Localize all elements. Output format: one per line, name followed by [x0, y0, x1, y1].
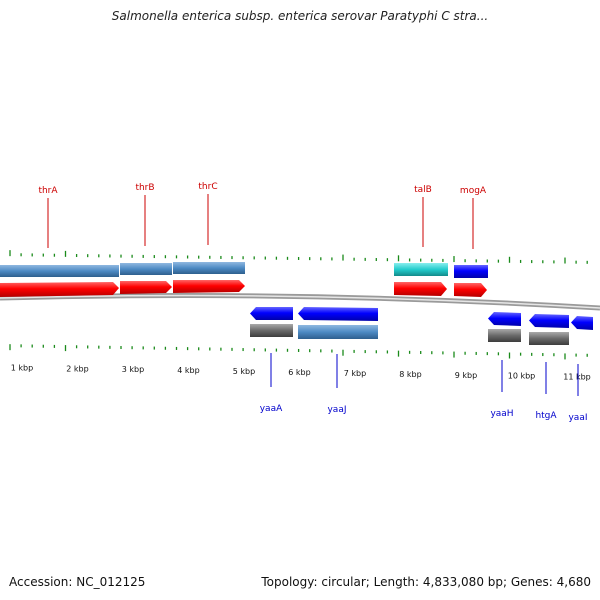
gene-label-thrB[interactable]: thrB [135, 183, 154, 193]
scale-label: 8 kbp [399, 370, 421, 379]
gene-track-mogA[interactable] [454, 265, 488, 278]
forward-gene-track [0, 262, 488, 278]
gene-label-yaaA[interactable]: yaaA [260, 404, 283, 414]
cds-arrow-htgA[interactable] [529, 314, 569, 328]
backbone-outer [0, 293, 600, 311]
scale-label: 5 kbp [233, 367, 255, 376]
scale-label: 7 kbp [344, 369, 366, 378]
gene-track-yaaA[interactable] [250, 324, 293, 337]
gene-label-htgA[interactable]: htgA [535, 411, 557, 421]
gene-labels-reverse: yaaA yaaJ yaaH htgA yaaI [260, 353, 588, 423]
gene-track-htgA[interactable] [529, 332, 569, 345]
gene-label-talB[interactable]: talB [414, 185, 432, 195]
scale-label: 11 kbp [563, 373, 591, 382]
gene-labels-forward: thrA thrB thrC talB mogA [38, 182, 487, 249]
scale-label: 9 kbp [455, 371, 477, 380]
topology-summary: Topology: circular; Length: 4,833,080 bp… [261, 575, 591, 589]
gene-label-thrC[interactable]: thrC [198, 182, 217, 192]
cds-arrow-yaaJ[interactable] [298, 307, 378, 321]
cds-arrow-thrC[interactable] [173, 280, 245, 293]
backbone-inner [0, 294, 600, 309]
forward-cds-track [0, 280, 487, 297]
tick-marks-top [9, 250, 588, 264]
cds-arrow-yaaH[interactable] [488, 312, 521, 326]
map-title: Salmonella enterica subsp. enterica sero… [111, 9, 489, 23]
scale-label: 1 kbp [11, 363, 33, 372]
cds-arrow-thrA[interactable] [0, 282, 119, 297]
cds-arrow-thrB[interactable] [120, 281, 172, 294]
gene-track-talB[interactable] [394, 263, 448, 276]
scale-label: 2 kbp [66, 364, 88, 373]
scale-label: 6 kbp [288, 368, 310, 377]
gene-track-yaaJ[interactable] [298, 325, 378, 339]
reverse-gene-track [250, 324, 569, 345]
cds-arrow-talB[interactable] [394, 282, 447, 296]
gene-label-mogA[interactable]: mogA [460, 186, 487, 196]
gene-track-thrA[interactable] [0, 265, 119, 277]
scale-label: 4 kbp [177, 366, 199, 375]
gene-label-yaaI[interactable]: yaaI [568, 413, 587, 423]
gene-track-thrB[interactable] [120, 263, 172, 275]
gene-track-thrC[interactable] [173, 262, 245, 274]
scale-label: 10 kbp [508, 372, 536, 381]
gene-track-yaaH[interactable] [488, 329, 521, 342]
tick-marks-bottom [9, 344, 588, 360]
cds-arrow-yaaI[interactable] [571, 316, 593, 330]
accession-text: Accession: NC_012125 [9, 575, 146, 589]
cds-arrow-yaaA[interactable] [250, 307, 293, 320]
scale-labels: 1 kbp 2 kbp 3 kbp 4 kbp 5 kbp 6 kbp 7 kbp 8 kbp… [11, 363, 591, 381]
gene-label-yaaJ[interactable]: yaaJ [327, 405, 346, 415]
cds-arrow-mogA[interactable] [454, 283, 487, 297]
gene-label-thrA[interactable]: thrA [38, 186, 58, 196]
reverse-cds-track [250, 307, 593, 330]
scale-label: 3 kbp [122, 365, 144, 374]
gene-label-yaaH[interactable]: yaaH [490, 409, 513, 419]
